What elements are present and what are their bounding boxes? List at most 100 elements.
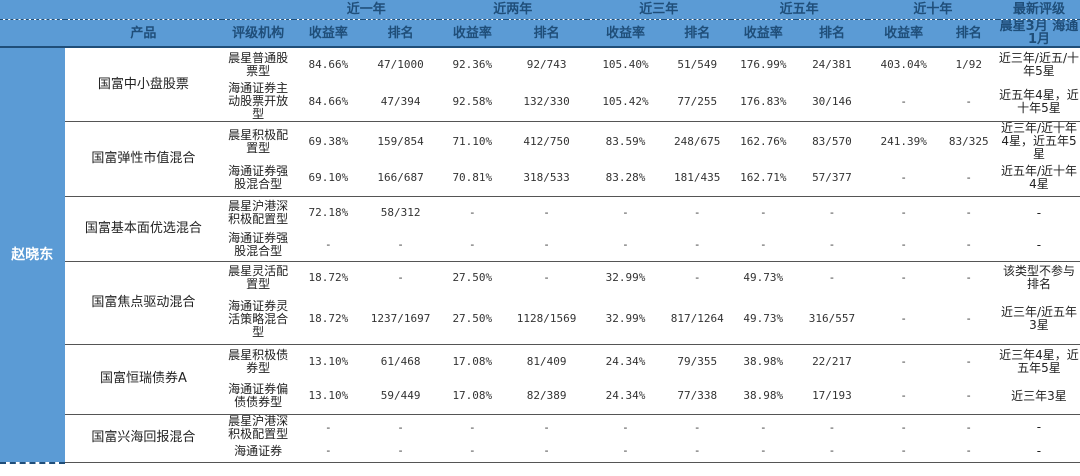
rank-cell: 159/854: [377, 134, 424, 148]
rank-cell: -: [543, 271, 550, 285]
table-row: 海通证券强股混合型 69.10% 166/687 70.81% 318/533 83.28…: [0, 161, 1080, 197]
rating-agency: 海通证券偏债债券型: [222, 379, 295, 415]
rank-cell: 166/687: [362, 161, 439, 197]
latest-rating: 该类型不参与排名: [1002, 264, 1075, 292]
rank-cell: 81/409: [526, 354, 567, 368]
return-cell: 176.99%: [740, 58, 787, 71]
table-row: 海通证券主动股票开放型 84.66% 47/394 92.58% 132/330 105.…: [0, 82, 1080, 122]
latest-rating: -: [1036, 420, 1042, 434]
rank-cell: 316/557: [796, 295, 868, 345]
return-cell: 49.73%: [743, 271, 784, 285]
rank-cell: 83/325: [948, 134, 989, 148]
return-cell: -: [900, 271, 907, 285]
rank-cell: 1128/1569: [506, 295, 588, 345]
return-cell: -: [469, 206, 476, 220]
rank-cell: 77/338: [663, 379, 731, 415]
return-cell: -: [900, 354, 907, 368]
return-cell: -: [469, 420, 476, 434]
rank-cell: 248/675: [674, 134, 721, 148]
period-3y: 近三年: [587, 0, 731, 20]
rank-cell: -: [663, 440, 731, 463]
table-row: 赵晓东 国富中小盘股票 晨星普通股票型 84.66% 47/1000 92.36% 92/7…: [0, 47, 1080, 464]
rank-cell: 79/355: [677, 354, 718, 368]
rank-cell: -: [939, 161, 998, 197]
rank-cell: -: [397, 271, 404, 285]
period-latest-rating: 最新评级: [997, 0, 1080, 20]
rating-agency: 晨星普通股票型: [228, 51, 289, 78]
period-10y: 近十年: [867, 0, 998, 20]
return-cell: -: [294, 440, 363, 463]
latest-rating: 近三年/近十年4星，近五年5星: [1000, 121, 1077, 161]
period-1y: 近一年: [294, 0, 439, 20]
return-cell: 13.10%: [294, 379, 363, 415]
rating-agency: 海通证券强股混合型: [222, 230, 295, 262]
rank-cell: 132/330: [506, 82, 588, 122]
rank-cell: -: [543, 420, 550, 434]
rank-cell: -: [796, 230, 868, 262]
col-return: 收益率: [294, 19, 363, 48]
return-cell: 92.58%: [438, 82, 507, 122]
return-cell: 49.73%: [730, 295, 797, 345]
return-cell: 72.18%: [308, 206, 349, 220]
rating-agency: 海通证券: [222, 440, 295, 463]
return-cell: 162.71%: [730, 161, 797, 197]
return-cell: -: [438, 440, 507, 463]
return-cell: 69.10%: [294, 161, 363, 197]
col-return: 收益率: [587, 19, 664, 48]
rank-cell: 817/1264: [663, 295, 731, 345]
return-cell: -: [325, 420, 332, 434]
rank-cell: 61/468: [380, 354, 421, 368]
rank-cell: -: [828, 206, 836, 220]
rank-cell: 412/750: [523, 134, 570, 148]
rank-cell: -: [362, 230, 439, 262]
return-cell: 176.83%: [730, 82, 797, 122]
col-return: 收益率: [730, 19, 797, 48]
return-cell: 241.39%: [880, 134, 927, 148]
product-name: 国富基本面优选混合: [64, 196, 223, 262]
return-cell: -: [900, 206, 907, 220]
period-5y: 近五年: [730, 0, 868, 20]
return-cell: -: [730, 230, 797, 262]
rating-agency: 海通证券主动股票开放型: [222, 82, 295, 122]
return-cell: -: [587, 440, 664, 463]
latest-rating: 近三年/近五年3星: [997, 295, 1080, 345]
return-cell: 84.66%: [308, 58, 349, 71]
return-cell: -: [438, 230, 507, 262]
rank-cell: -: [828, 420, 836, 434]
rank-cell: -: [939, 440, 998, 463]
rating-agency: 海通证券灵活策略混合型: [222, 295, 295, 345]
col-rank: 排名: [663, 19, 731, 48]
return-cell: 24.34%: [605, 354, 646, 368]
rank-cell: 47/394: [362, 82, 439, 122]
col-rank: 排名: [939, 19, 998, 48]
return-cell: 83.59%: [605, 134, 646, 148]
table-row: 国富兴海回报混合 晨星沪港深积极配置型 - - - - - - - - - - -: [0, 414, 1080, 463]
rank-cell: -: [506, 230, 588, 262]
col-product: 产品: [64, 19, 223, 48]
rating-agency: 晨星沪港深积极配置型: [228, 199, 289, 227]
product-name: 国富恒瑞债券A: [64, 344, 223, 415]
return-cell: 17.08%: [438, 379, 507, 415]
return-cell: -: [867, 161, 940, 197]
return-cell: -: [867, 82, 940, 122]
rank-cell: -: [693, 271, 701, 285]
col-return: 收益率: [438, 19, 507, 48]
return-cell: 38.98%: [730, 379, 797, 415]
return-cell: -: [900, 420, 907, 434]
rank-cell: -: [965, 206, 973, 220]
rank-cell: 58/312: [380, 206, 421, 220]
period-2y: 近两年: [438, 0, 588, 20]
rank-cell: -: [506, 440, 588, 463]
table-row: 国富基本面优选混合 晨星沪港深积极配置型 72.18% 58/312- - - - - - - - -: [0, 196, 1080, 262]
rank-cell: 59/449: [362, 379, 439, 415]
rank-cell: 57/377: [796, 161, 868, 197]
rank-cell: 30/146: [796, 82, 868, 122]
rank-cell: -: [362, 440, 439, 463]
rank-cell: 77/255: [663, 82, 731, 122]
rank-cell: -: [965, 271, 973, 285]
rank-cell: -: [693, 420, 701, 434]
return-cell: -: [622, 420, 629, 434]
return-cell: 27.50%: [452, 271, 493, 285]
return-cell: -: [867, 379, 940, 415]
return-cell: -: [622, 206, 629, 220]
